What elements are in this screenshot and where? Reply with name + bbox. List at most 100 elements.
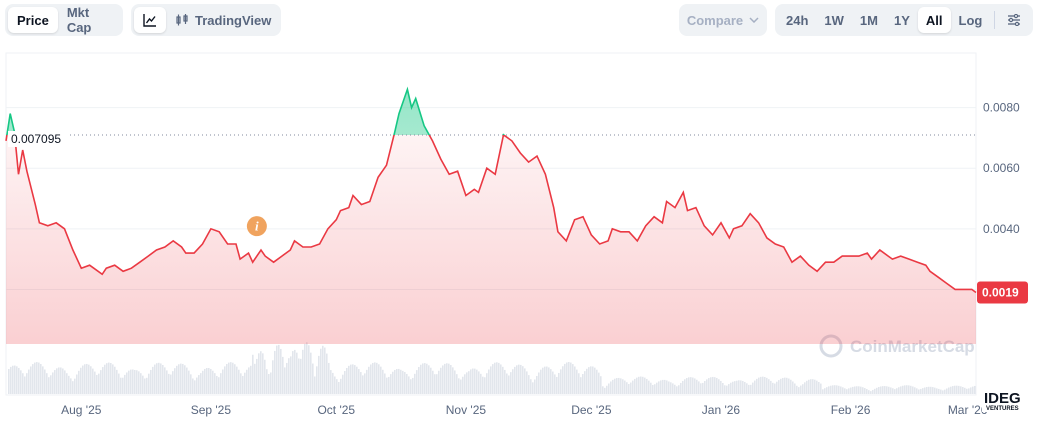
volume-bar <box>682 380 684 394</box>
tab-price[interactable]: Price <box>8 7 58 33</box>
range-1m[interactable]: 1M <box>859 12 878 28</box>
volume-bar <box>554 374 556 394</box>
volume-bar <box>70 378 72 394</box>
volume-bar <box>598 372 600 394</box>
volume-bar <box>912 386 914 394</box>
corner-logo-background <box>982 386 1036 412</box>
volume-bar <box>558 372 560 394</box>
volume-bar <box>862 387 864 394</box>
volume-bar <box>50 375 52 394</box>
volume-bar <box>104 364 106 394</box>
volume-bar <box>622 379 624 394</box>
volume-bar <box>660 380 662 394</box>
volume-bar <box>308 345 310 394</box>
volume-bar <box>932 387 934 394</box>
volume-bar <box>368 366 370 394</box>
volume-bar <box>22 373 24 394</box>
volume-bar <box>860 386 862 394</box>
log-scale-toggle[interactable]: Log <box>958 12 983 28</box>
volume-bar <box>504 369 506 394</box>
volume-bar <box>364 373 366 394</box>
volume-bar <box>10 366 12 394</box>
volume-bar <box>112 364 114 394</box>
volume-bar <box>756 378 758 394</box>
volume-bar <box>528 375 530 394</box>
volume-bar <box>642 376 644 394</box>
volume-bar <box>238 369 240 394</box>
volume-bar <box>378 364 380 394</box>
volume-bar <box>148 373 150 394</box>
volume-bar <box>60 367 62 394</box>
volume-bar <box>898 387 900 394</box>
toolbar-divider <box>994 11 996 29</box>
volume-bar <box>768 379 770 394</box>
volume-bar <box>350 364 352 394</box>
volume-bar <box>792 381 794 394</box>
volume-bar <box>188 370 190 394</box>
volume-bar <box>590 366 592 394</box>
volume-bar <box>970 387 972 394</box>
volume-bar <box>694 378 696 394</box>
compare-dropdown[interactable]: Compare <box>679 4 767 36</box>
volume-bar <box>654 384 656 394</box>
volume-bar <box>700 383 702 394</box>
volume-bar <box>448 363 450 394</box>
range-1y[interactable]: 1Y <box>893 12 910 28</box>
volume-bar <box>584 371 586 394</box>
volume-bar <box>152 366 154 394</box>
volume-bar <box>592 366 594 394</box>
volume-bar <box>390 374 392 394</box>
price-chart[interactable]: CoinMarketCap 0.007095 i 0.00800.00600.0… <box>0 44 1044 424</box>
tradingview-button[interactable]: TradingView <box>166 7 280 33</box>
volume-bar <box>394 369 396 394</box>
volume-bar <box>454 370 456 394</box>
volume-bar <box>202 370 204 394</box>
price-area-above-reference <box>6 89 504 135</box>
volume-bar <box>108 362 110 394</box>
range-24h[interactable]: 24h <box>786 12 809 28</box>
range-all[interactable]: All <box>917 7 951 33</box>
volume-bar <box>428 365 430 394</box>
volume-bar <box>260 351 262 394</box>
volume-bar <box>916 388 918 394</box>
volume-bar <box>294 349 296 394</box>
volume-bar <box>722 383 724 394</box>
volume-bar <box>296 352 298 394</box>
volume-bar <box>402 370 404 394</box>
volume-bar <box>576 369 578 394</box>
volume-bar <box>652 384 654 394</box>
info-icon[interactable] <box>246 216 267 237</box>
volume-bar <box>462 376 464 394</box>
volume-bar <box>820 383 822 394</box>
line-chart-button[interactable] <box>134 7 166 33</box>
volume-bar <box>244 372 246 394</box>
volume-bar <box>464 374 466 394</box>
volume-bar <box>530 379 532 394</box>
volume-bar <box>76 374 78 394</box>
tab-mkt-cap[interactable]: Mkt Cap <box>66 5 92 35</box>
volume-bar <box>852 386 854 394</box>
volume-bar <box>514 366 516 394</box>
volume-bar <box>376 362 378 394</box>
chart-settings-button[interactable] <box>999 7 1029 33</box>
volume-bar <box>68 375 70 394</box>
volume-bar <box>612 379 614 394</box>
range-1w[interactable]: 1W <box>824 12 844 28</box>
volume-bar <box>618 377 620 394</box>
volume-bar <box>248 367 250 394</box>
volume-bar <box>714 377 716 394</box>
volume-bar <box>742 380 744 394</box>
volume-bar <box>794 383 796 394</box>
volume-bar <box>780 378 782 394</box>
volume-bar <box>264 359 266 394</box>
event-marker[interactable]: i <box>246 216 267 237</box>
volume-bar <box>878 387 880 394</box>
volume-bar <box>434 374 436 394</box>
volume-bar <box>524 368 526 394</box>
volume-bar <box>958 385 960 394</box>
volume-bar <box>644 377 646 394</box>
volume-bar <box>646 378 648 394</box>
x-tick-label: Feb '26 <box>831 403 871 417</box>
volume-bar <box>556 376 558 394</box>
volume-bar <box>312 363 314 394</box>
